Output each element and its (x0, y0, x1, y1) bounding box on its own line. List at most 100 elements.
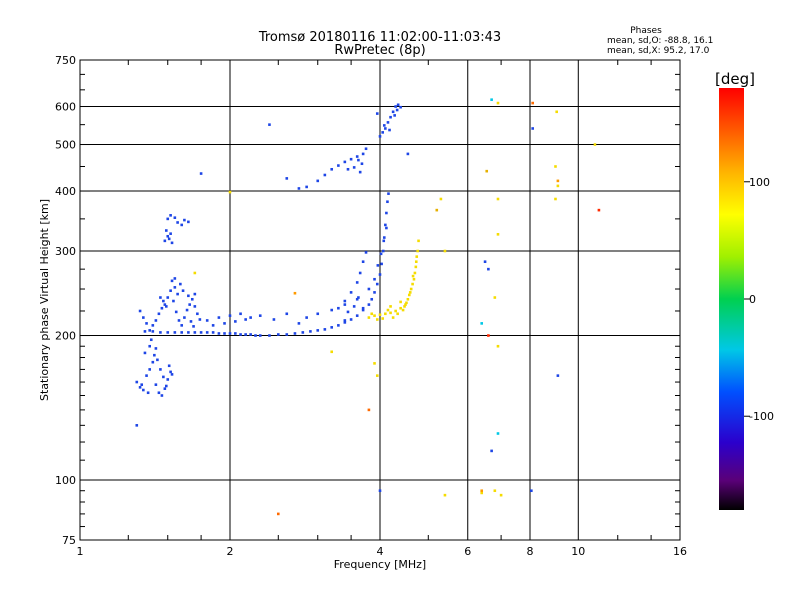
data-point (268, 123, 271, 126)
colorbar-ticks: 100 0 -100 (744, 176, 774, 423)
data-point (330, 326, 334, 329)
data-point (159, 368, 162, 371)
data-point (352, 166, 356, 169)
y-tick-label: 100 (55, 474, 76, 487)
data-point (389, 311, 392, 315)
data-point (154, 383, 158, 386)
y-tick-label: 750 (55, 54, 76, 67)
data-point (346, 310, 350, 314)
data-point (496, 101, 500, 105)
data-point (330, 350, 334, 354)
data-point (228, 190, 232, 194)
x-tick-label: 6 (464, 545, 471, 558)
data-point (483, 260, 487, 264)
data-point (199, 331, 203, 334)
data-point (193, 271, 197, 275)
data-point (151, 360, 155, 364)
data-point (337, 164, 340, 167)
data-point (355, 314, 359, 317)
data-point (357, 158, 360, 162)
data-point (167, 364, 171, 368)
data-point (239, 312, 242, 316)
data-point (138, 386, 142, 389)
data-point (198, 318, 202, 321)
colorbar-tick-label: -100 (749, 410, 774, 423)
data-point (166, 296, 170, 299)
data-point (378, 313, 382, 317)
data-point (176, 221, 179, 224)
data-point (378, 273, 382, 276)
data-point (485, 169, 489, 173)
chart-subtitle: RwPretec (8p) (334, 43, 425, 58)
data-point (309, 330, 312, 333)
data-point (293, 291, 297, 295)
stats-x-mode: mean, sd,X: 95.2, 17.0 (607, 46, 710, 56)
data-point (375, 318, 379, 321)
data-point (244, 333, 247, 336)
data-point (234, 320, 237, 323)
data-point (380, 262, 383, 266)
data-point (166, 217, 170, 221)
data-point (183, 218, 186, 222)
data-point (272, 318, 276, 321)
data-point (355, 281, 359, 284)
data-point (154, 319, 158, 322)
data-point (170, 279, 174, 283)
data-point (415, 255, 419, 258)
data-point (414, 265, 418, 269)
data-point (391, 110, 395, 114)
data-point (382, 236, 386, 239)
data-point (160, 306, 164, 310)
data-point (385, 211, 388, 215)
data-point (373, 314, 376, 317)
data-point (530, 489, 533, 493)
data-point (205, 331, 209, 334)
data-point (396, 312, 399, 316)
data-point (185, 308, 189, 312)
y-tick-label: 500 (55, 139, 76, 152)
data-point (138, 309, 142, 313)
data-point (389, 115, 392, 119)
data-point (490, 98, 493, 101)
grid-lines (79, 60, 681, 540)
data-point (405, 301, 408, 305)
data-point (297, 322, 301, 325)
data-point (406, 152, 410, 156)
data-point (381, 317, 384, 320)
data-point (159, 296, 162, 299)
data-point (556, 374, 560, 377)
data-point (166, 331, 170, 334)
data-point (379, 252, 383, 256)
data-point (343, 303, 347, 306)
data-point (145, 374, 148, 377)
data-point (254, 334, 257, 337)
data-point (343, 160, 347, 164)
data-point (496, 344, 500, 348)
data-point (409, 287, 413, 291)
data-point (196, 312, 199, 316)
data-point (173, 331, 177, 334)
data-point (394, 105, 397, 108)
data-point (414, 260, 418, 264)
data-point (173, 216, 177, 219)
data-point (443, 249, 447, 253)
data-point (323, 173, 327, 177)
data-point (285, 177, 289, 180)
data-point (399, 300, 402, 304)
data-point (316, 329, 320, 332)
y-tick-label: 300 (55, 245, 76, 258)
data-point (148, 344, 152, 348)
data-point (217, 332, 221, 335)
data-point (413, 271, 417, 275)
data-point (361, 152, 365, 156)
axis-ticks (80, 59, 680, 541)
data-point (323, 328, 327, 331)
data-point (406, 297, 410, 301)
data-point (187, 331, 190, 334)
data-point (367, 287, 371, 291)
data-point (143, 330, 147, 333)
data-point (435, 208, 439, 212)
data-point (169, 232, 172, 235)
data-point (593, 143, 597, 146)
